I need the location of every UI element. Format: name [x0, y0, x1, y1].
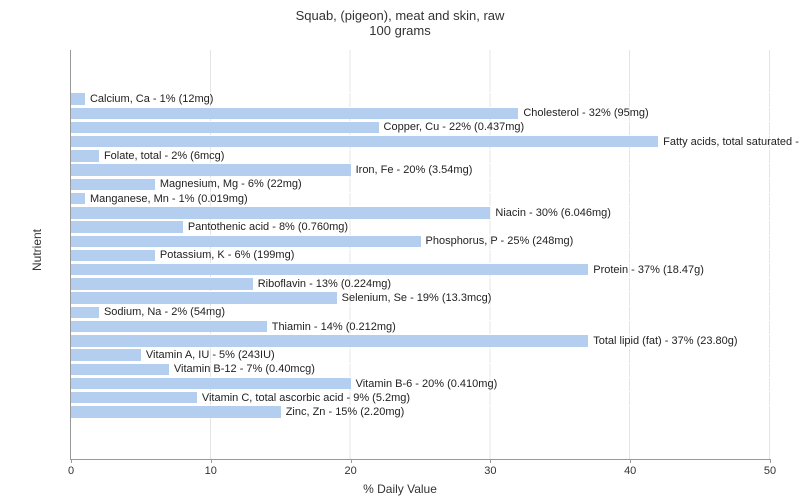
bar-row: Folate, total - 2% (6mcg): [71, 149, 770, 161]
bar-label: Manganese, Mn - 1% (0.019mg): [85, 193, 248, 205]
bar-row: Riboflavin - 13% (0.224mg): [71, 277, 770, 289]
bar-label: Pantothenic acid - 8% (0.760mg): [183, 221, 348, 233]
bar: [71, 321, 267, 332]
bar: [71, 392, 197, 403]
bar-row: Manganese, Mn - 1% (0.019mg): [71, 192, 770, 204]
bar-label: Cholesterol - 32% (95mg): [518, 107, 648, 119]
bar-label: Zinc, Zn - 15% (2.20mg): [281, 406, 405, 418]
bar-label: Protein - 37% (18.47g): [588, 264, 704, 276]
bar-row: Pantothenic acid - 8% (0.760mg): [71, 220, 770, 232]
bar-label: Fatty acids, total saturated - 42% (8.43…: [658, 136, 800, 148]
bar: [71, 264, 588, 275]
x-tick-mark: [71, 459, 72, 463]
bar-label: Niacin - 30% (6.046mg): [490, 207, 611, 219]
bar-label: Magnesium, Mg - 6% (22mg): [155, 178, 302, 190]
bar: [71, 179, 155, 190]
chart-title-line1: Squab, (pigeon), meat and skin, raw: [0, 0, 800, 23]
bar-label: Folate, total - 2% (6mcg): [99, 150, 224, 162]
bar: [71, 207, 490, 218]
bar-row: Thiamin - 14% (0.212mg): [71, 320, 770, 332]
bar: [71, 406, 281, 417]
x-tick-mark: [630, 459, 631, 463]
bar-label: Calcium, Ca - 1% (12mg): [85, 93, 213, 105]
bar: [71, 108, 518, 119]
bar: [71, 335, 588, 346]
bar-row: Magnesium, Mg - 6% (22mg): [71, 178, 770, 190]
bar-row: Vitamin B-6 - 20% (0.410mg): [71, 377, 770, 389]
bar-row: Iron, Fe - 20% (3.54mg): [71, 163, 770, 175]
bar: [71, 136, 658, 147]
bar-row: Protein - 37% (18.47g): [71, 263, 770, 275]
x-tick-label: 20: [344, 465, 356, 477]
bar-label: Vitamin B-6 - 20% (0.410mg): [351, 378, 498, 390]
bar: [71, 307, 99, 318]
bar-label: Iron, Fe - 20% (3.54mg): [351, 164, 473, 176]
bar-label: Copper, Cu - 22% (0.437mg): [379, 121, 525, 133]
bar-label: Vitamin A, IU - 5% (243IU): [141, 349, 275, 361]
x-tick-label: 0: [68, 465, 74, 477]
bar-row: Vitamin A, IU - 5% (243IU): [71, 348, 770, 360]
bar: [71, 193, 85, 204]
bar-label: Phosphorus, P - 25% (248mg): [421, 235, 574, 247]
bar: [71, 164, 351, 175]
plot-area: Calcium, Ca - 1% (12mg) Cholesterol - 32%…: [70, 50, 770, 460]
bar-row: Fatty acids, total saturated - 42% (8.43…: [71, 135, 770, 147]
x-tick-label: 40: [624, 465, 636, 477]
y-axis-label: Nutrient: [30, 229, 44, 271]
bar-label: Vitamin B-12 - 7% (0.40mcg): [169, 363, 315, 375]
bar: [71, 150, 99, 161]
bar-row: Vitamin B-12 - 7% (0.40mcg): [71, 363, 770, 375]
bar: [71, 250, 155, 261]
bar-row: Phosphorus, P - 25% (248mg): [71, 235, 770, 247]
bar: [71, 122, 379, 133]
bar-label: Riboflavin - 13% (0.224mg): [253, 278, 391, 290]
bar-label: Total lipid (fat) - 37% (23.80g): [588, 335, 737, 347]
bar-row: Vitamin C, total ascorbic acid - 9% (5.2…: [71, 391, 770, 403]
chart-container: Squab, (pigeon), meat and skin, raw 100 …: [0, 0, 800, 500]
bar-row: Zinc, Zn - 15% (2.20mg): [71, 405, 770, 417]
x-tick-label: 10: [205, 465, 217, 477]
bar-row: Sodium, Na - 2% (54mg): [71, 306, 770, 318]
bar-row: Cholesterol - 32% (95mg): [71, 107, 770, 119]
bar-row: Total lipid (fat) - 37% (23.80g): [71, 334, 770, 346]
x-tick-label: 50: [764, 465, 776, 477]
x-tick-mark: [211, 459, 212, 463]
x-tick-mark: [490, 459, 491, 463]
bar-label: Vitamin C, total ascorbic acid - 9% (5.2…: [197, 392, 410, 404]
x-axis-label: % Daily Value: [363, 482, 437, 496]
chart-title-line2: 100 grams: [0, 23, 800, 38]
bar: [71, 349, 141, 360]
bar-row: Potassium, K - 6% (199mg): [71, 249, 770, 261]
bar-row: Calcium, Ca - 1% (12mg): [71, 92, 770, 104]
bar: [71, 221, 183, 232]
bar: [71, 93, 85, 104]
x-tick-label: 30: [484, 465, 496, 477]
x-tick-mark: [351, 459, 352, 463]
bar-row: Selenium, Se - 19% (13.3mcg): [71, 291, 770, 303]
bar: [71, 278, 253, 289]
bar-label: Thiamin - 14% (0.212mg): [267, 321, 396, 333]
bar: [71, 292, 337, 303]
bar-row: Niacin - 30% (6.046mg): [71, 206, 770, 218]
bar: [71, 236, 421, 247]
bar-label: Sodium, Na - 2% (54mg): [99, 306, 225, 318]
bar-label: Potassium, K - 6% (199mg): [155, 249, 295, 261]
bar-label: Selenium, Se - 19% (13.3mcg): [337, 292, 492, 304]
bar-row: Copper, Cu - 22% (0.437mg): [71, 121, 770, 133]
x-tick-mark: [770, 459, 771, 463]
bar: [71, 378, 351, 389]
bar: [71, 364, 169, 375]
